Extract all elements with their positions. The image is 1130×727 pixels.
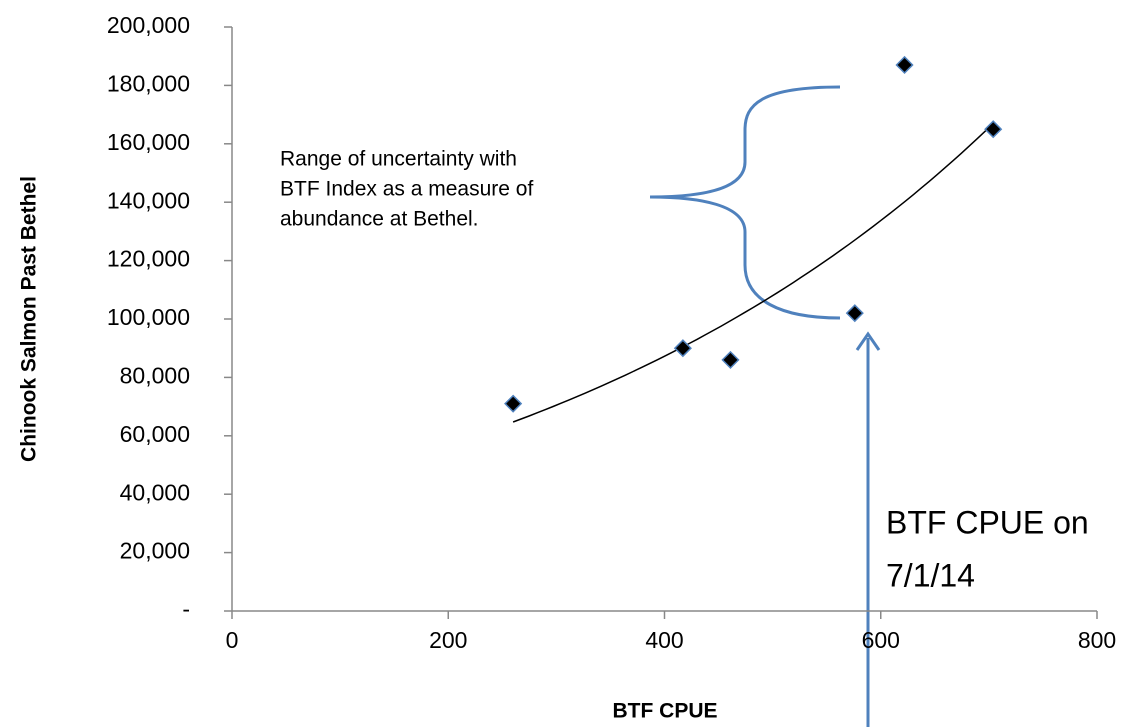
y-axis-title: Chinook Salmon Past Bethel: [18, 176, 41, 462]
brace: [649, 85, 841, 320]
y-tick-label: 20,000: [120, 538, 190, 564]
x-tick-label: 600: [862, 627, 900, 653]
annotation-line: abundance at Bethel.: [280, 208, 479, 231]
y-tick-label: 80,000: [120, 362, 190, 388]
annotation-line: BTF Index as a measure of: [280, 178, 533, 201]
y-tick-label: 140,000: [107, 187, 190, 213]
point: [845, 304, 864, 323]
y-tick-label: 60,000: [120, 421, 190, 447]
y-tick-label: -: [182, 596, 190, 622]
point: [721, 350, 740, 369]
x-tick-label: 200: [429, 627, 467, 653]
x-tick-label: 400: [645, 627, 683, 653]
annotation-line: BTF CPUE on: [886, 504, 1089, 540]
annotation-line: 7/1/14: [886, 557, 975, 593]
x-tick-label: 800: [1078, 627, 1116, 653]
y-tick-label: 160,000: [107, 129, 190, 155]
y-tick-label: 100,000: [107, 304, 190, 330]
point: [895, 55, 914, 75]
x-tick-label: 0: [226, 627, 239, 653]
y-tick-label: 120,000: [107, 246, 190, 272]
y-tick-label: 40,000: [120, 479, 190, 505]
annotation-line: Range of uncertainty with: [280, 148, 517, 171]
point: [984, 120, 1003, 139]
y-tick-label: 180,000: [107, 70, 190, 96]
x-axis-title: BTF CPUE: [613, 700, 718, 723]
point: [504, 394, 523, 413]
arrow-head: [855, 331, 881, 351]
y-tick-label: 200,000: [107, 12, 190, 38]
point: [673, 339, 692, 358]
trendline: [512, 123, 994, 423]
